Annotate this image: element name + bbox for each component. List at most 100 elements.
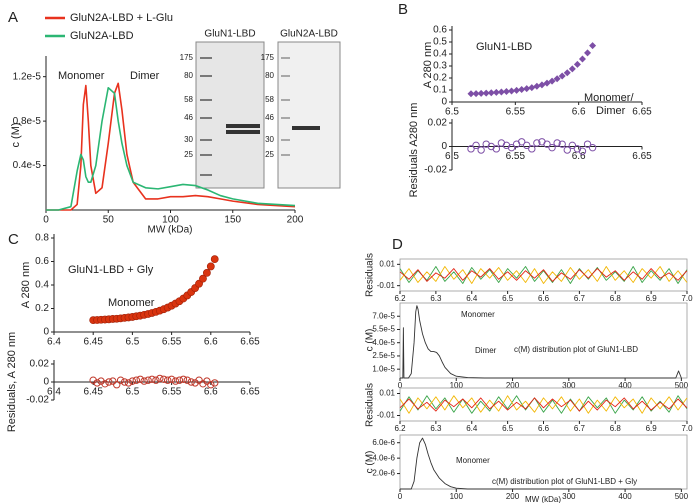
annotation: Dimer — [596, 105, 626, 117]
marker-label: 80 — [265, 71, 274, 80]
gel — [195, 41, 265, 189]
point — [210, 255, 219, 264]
x-tick-label: 6.4 — [47, 387, 61, 398]
legend-label: GluN2A-LBD — [70, 30, 134, 42]
x-tick-label: 400 — [618, 492, 632, 501]
gel-band — [292, 126, 320, 130]
y-axis-label: c (M) — [10, 122, 22, 147]
point — [101, 380, 109, 388]
point — [109, 377, 117, 385]
x-tick-label: 6.2 — [394, 294, 406, 303]
y-tick-label: 0.8 — [35, 233, 49, 244]
x-tick-label: 6.6 — [572, 151, 586, 162]
x-tick-label: 6.6 — [204, 337, 218, 348]
x-tick-label: 300 — [562, 492, 576, 501]
y-tick-label: 7.0e-5 — [372, 311, 395, 320]
x-tick-label: 6.4 — [466, 294, 478, 303]
point — [492, 88, 500, 96]
gel — [277, 41, 341, 189]
x-tick-label: 6.6 — [572, 107, 586, 118]
point — [589, 42, 597, 50]
y-tick-label: 0.02 — [428, 118, 448, 129]
x-tick-label: 6.5 — [502, 294, 514, 303]
series-line — [399, 268, 688, 282]
point — [558, 140, 566, 148]
y-tick-label: 0.4e-5 — [13, 160, 42, 171]
series-line — [46, 82, 296, 211]
x-tick-label: 500 — [675, 381, 689, 390]
x-tick-label: 6.7 — [574, 294, 586, 303]
y-axis-label: Residuals A280 nm — [408, 103, 420, 198]
point — [144, 376, 152, 384]
panel-label: B — [398, 1, 408, 18]
x-tick-label: 6.5 — [445, 151, 459, 162]
point — [523, 141, 531, 150]
marker-label: 25 — [265, 150, 274, 159]
point — [477, 146, 485, 154]
marker-label: 175 — [180, 53, 194, 62]
x-tick-label: 6.55 — [162, 387, 182, 398]
point — [156, 374, 164, 383]
x-tick-label: 400 — [618, 381, 632, 390]
legend-label: GluN2A-LBD + L-Glu — [70, 12, 173, 24]
point — [497, 88, 505, 96]
marker-label: 46 — [184, 113, 193, 122]
y-tick-label: 0.01 — [379, 389, 395, 398]
x-tick-label: 6.65 — [632, 151, 652, 162]
x-tick-label: 200 — [506, 492, 520, 501]
point — [128, 377, 137, 385]
x-tick-label: 6.2 — [394, 424, 406, 433]
x-tick-label: 6.5 — [502, 424, 514, 433]
x-axis-label: MW (kDa) — [148, 225, 193, 236]
point — [124, 379, 133, 387]
x-tick-label: 6.65 — [632, 107, 652, 118]
series-line — [400, 305, 682, 379]
x-tick-label: 200 — [287, 215, 304, 226]
point — [584, 49, 592, 57]
annotation: Dimer — [130, 70, 160, 82]
x-tick-label: 7.0 — [681, 424, 693, 433]
y-tick-label: -0.01 — [377, 281, 396, 290]
point — [187, 378, 195, 386]
y-tick-label: 0.6 — [35, 256, 49, 267]
annotation: Dimer — [475, 346, 497, 355]
point — [568, 141, 577, 150]
x-tick-label: 6.8 — [610, 294, 622, 303]
point — [183, 376, 191, 384]
y-tick-label: 1.0e-5 — [372, 364, 395, 373]
x-tick-label: 6.5 — [125, 337, 139, 348]
point — [477, 89, 485, 97]
x-tick-label: 6.5 — [445, 107, 459, 118]
y-tick-label: 2.5e-5 — [372, 351, 395, 360]
point — [207, 381, 215, 389]
gel-inset — [195, 41, 341, 189]
y-tick-label: 0 — [43, 377, 49, 388]
y-tick-label: 0.01 — [379, 259, 395, 268]
point — [533, 139, 541, 147]
y-axis-label: c (M) — [365, 451, 376, 474]
y-tick-label: -0.01 — [377, 411, 396, 420]
point — [199, 274, 207, 283]
x-tick-label: 7.0 — [681, 294, 693, 303]
gel-band — [226, 130, 260, 134]
point — [171, 377, 180, 385]
y-tick-label: 0.1 — [433, 85, 447, 96]
x-tick-label: 500 — [675, 492, 689, 501]
point — [136, 375, 144, 383]
x-tick-label: 100 — [450, 492, 464, 501]
annotation: GluN1-LBD + Gly — [68, 264, 154, 276]
point — [568, 65, 576, 73]
point — [507, 143, 516, 152]
point — [583, 140, 592, 148]
plot-frame — [399, 302, 688, 379]
x-tick-label: 6.55 — [506, 151, 526, 162]
y-axis-label: Residuals, A 280 nm — [6, 332, 18, 432]
annotation: Monomer/ — [584, 92, 634, 104]
point — [211, 379, 219, 387]
x-tick-label: 6.4 — [466, 424, 478, 433]
point — [467, 90, 475, 98]
y-axis-label: A 280 nm — [422, 42, 434, 88]
point — [140, 377, 148, 385]
y-tick-label: 0.4 — [35, 280, 49, 291]
point — [482, 89, 490, 97]
